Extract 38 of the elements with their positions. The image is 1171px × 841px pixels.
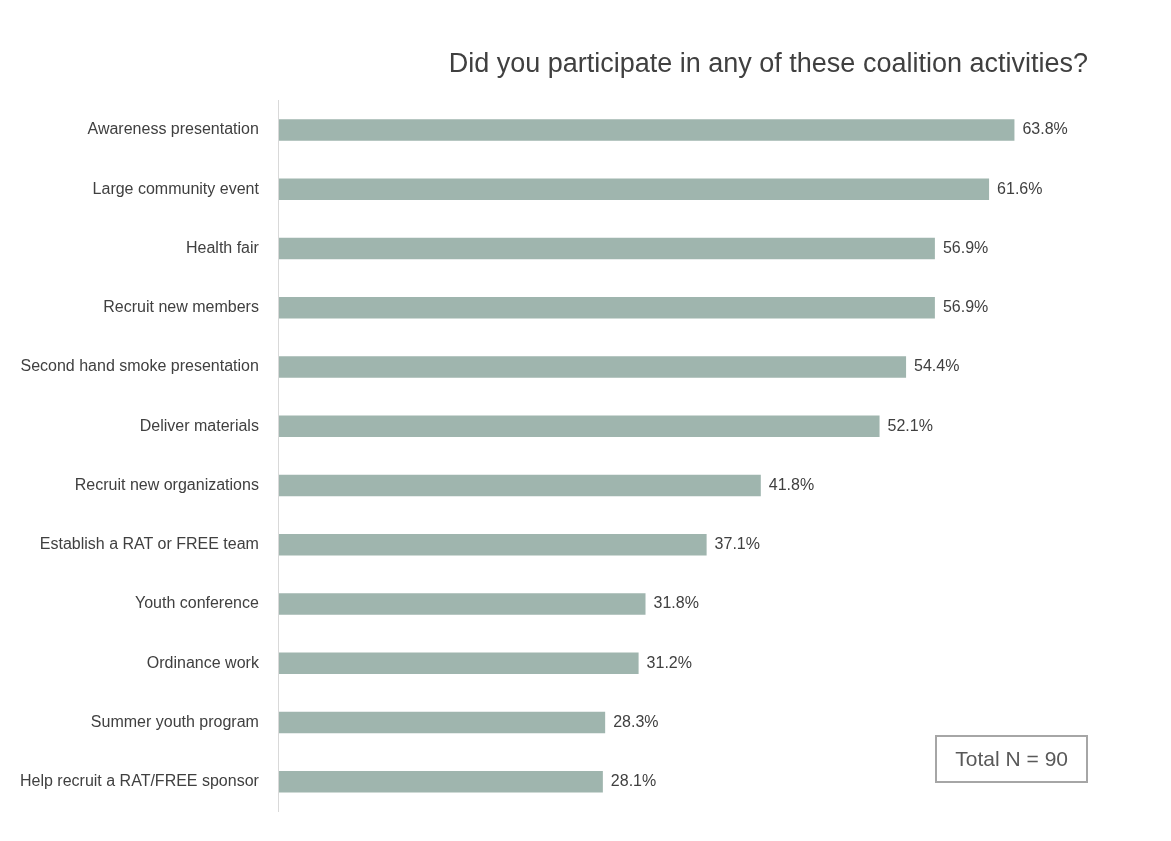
y-tick-label: Help recruit a RAT/FREE sponsor: [20, 772, 260, 790]
bar: [278, 178, 990, 200]
y-tick-label: Recruit new members: [103, 298, 259, 316]
data-label: 31.8%: [653, 594, 699, 612]
y-tick-label: Establish a RAT or FREE team: [39, 535, 259, 553]
data-label: 28.3%: [613, 712, 659, 730]
bar: [278, 356, 907, 378]
bar: [278, 534, 707, 556]
bar: [278, 593, 646, 615]
bar: [278, 771, 603, 793]
bar: [278, 119, 1015, 141]
y-tick-label: Recruit new organizations: [74, 475, 259, 493]
y-tick-label: Second hand smoke presentation: [20, 357, 259, 375]
y-tick-label: Summer youth program: [90, 712, 259, 730]
bar: [278, 237, 935, 260]
data-label: 56.9%: [942, 238, 989, 256]
y-tick-label: Ordinance work: [146, 653, 260, 671]
bar: [278, 711, 606, 734]
data-label: 31.2%: [646, 653, 692, 671]
data-label: 37.1%: [714, 535, 760, 553]
data-label: 54.4%: [914, 357, 960, 375]
data-label: 28.1%: [610, 772, 657, 790]
bar: [278, 474, 761, 497]
data-label: 63.8%: [1022, 120, 1068, 138]
data-label: 41.8%: [768, 475, 815, 493]
data-label: 61.6%: [997, 179, 1043, 197]
data-label: 56.9%: [942, 298, 989, 316]
y-tick-label: Awareness presentation: [87, 120, 259, 138]
y-tick-label: Health fair: [185, 238, 260, 256]
y-tick-label: Youth conference: [134, 594, 259, 612]
data-label: 52.1%: [887, 416, 933, 434]
annotation: Total N = 90: [935, 735, 1088, 783]
y-tick-label: Large community event: [92, 179, 260, 197]
bar: [278, 415, 880, 437]
bar: [278, 652, 639, 674]
y-tick-label: Deliver materials: [139, 416, 259, 434]
bar: [278, 297, 935, 319]
chart-title: Did you participate in any of these coalition activities?: [448, 47, 1088, 78]
